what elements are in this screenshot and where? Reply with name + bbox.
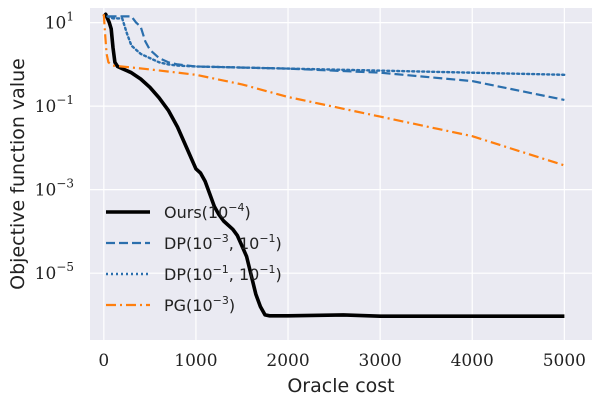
grid xyxy=(90,8,592,340)
y-tick-label: 10−5 xyxy=(35,260,74,284)
legend: Ours(10−4) DP(10−3, 10−1) DP(10−1, 10−1) PG… xyxy=(106,201,282,315)
series-line-1 xyxy=(102,12,565,318)
x-tick-label: 3000 xyxy=(359,351,402,371)
y-tick-label: 10−3 xyxy=(35,177,74,201)
series-layer xyxy=(102,12,566,318)
x-tick-label: 2000 xyxy=(266,351,309,371)
tick-labels: 0 1000 2000 3000 4000 5000 101 10−1 10−3 10−5 xyxy=(35,10,586,371)
series-line-4 xyxy=(102,14,565,167)
y-axis-title: Objective function value xyxy=(7,58,29,290)
x-axis-title: Oracle cost xyxy=(287,375,394,397)
series-line-3 xyxy=(106,15,566,76)
x-tick-label: 5000 xyxy=(543,351,586,371)
legend-label-1: Ours(10−4) xyxy=(164,201,251,222)
x-tick-label: 4000 xyxy=(451,351,494,371)
legend-label-3: DP(10−1, 10−1) xyxy=(164,263,282,284)
legend-label-4: PG(10−3) xyxy=(164,294,235,315)
legend-label-2: DP(10−3, 10−1) xyxy=(164,232,282,253)
plot-background xyxy=(90,8,592,340)
x-tick-label: 1000 xyxy=(174,351,217,371)
y-tick-label: 10−1 xyxy=(35,93,74,117)
y-tick-label: 101 xyxy=(45,10,74,34)
x-tick-label: 0 xyxy=(98,351,109,371)
